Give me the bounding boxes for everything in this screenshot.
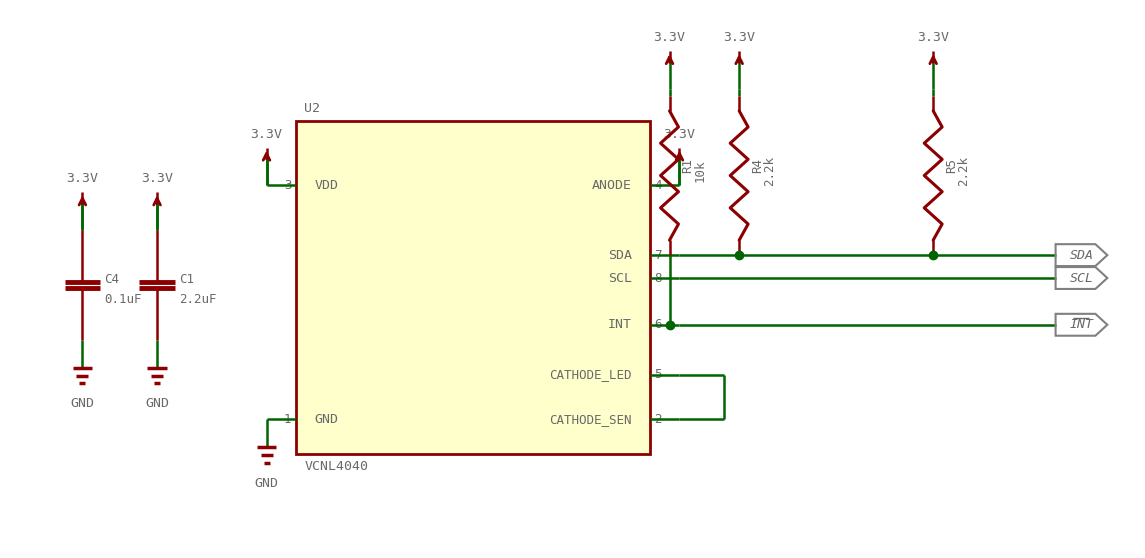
Text: GND: GND xyxy=(314,413,338,426)
Text: INT: INT xyxy=(608,318,632,331)
Text: R4: R4 xyxy=(751,158,764,173)
Text: 0.1uF: 0.1uF xyxy=(104,294,142,306)
Text: 3: 3 xyxy=(284,179,292,192)
Text: SCL: SCL xyxy=(608,272,632,285)
Text: SDA: SDA xyxy=(608,249,632,262)
Text: GND: GND xyxy=(145,397,169,410)
Text: C1: C1 xyxy=(179,273,194,286)
Text: 3.3V: 3.3V xyxy=(724,31,756,44)
Text: 6: 6 xyxy=(655,318,662,331)
Text: CATHODE_SEN: CATHODE_SEN xyxy=(550,413,632,426)
Text: 1: 1 xyxy=(284,413,292,426)
Text: VCNL4040: VCNL4040 xyxy=(305,460,369,473)
Text: C4: C4 xyxy=(104,273,119,286)
Text: 2.2uF: 2.2uF xyxy=(179,294,216,306)
Text: R5: R5 xyxy=(945,158,958,173)
Text: 2.2k: 2.2k xyxy=(763,156,776,186)
Text: GND: GND xyxy=(254,477,278,490)
Text: 3.3V: 3.3V xyxy=(141,172,173,185)
Text: SDA: SDA xyxy=(1069,249,1093,262)
FancyBboxPatch shape xyxy=(297,121,649,454)
Text: GND: GND xyxy=(71,397,94,410)
Text: 8: 8 xyxy=(655,272,662,285)
Text: 10k: 10k xyxy=(694,159,706,182)
Text: 4: 4 xyxy=(655,179,662,192)
Text: 5: 5 xyxy=(655,368,662,381)
Text: 3.3V: 3.3V xyxy=(917,31,949,44)
Text: 2: 2 xyxy=(655,413,662,426)
Text: 2.2k: 2.2k xyxy=(957,156,970,186)
Text: CATHODE_LED: CATHODE_LED xyxy=(550,368,632,381)
Text: R1: R1 xyxy=(681,158,695,173)
Text: 3.3V: 3.3V xyxy=(251,128,283,141)
Text: VDD: VDD xyxy=(314,179,338,192)
Text: 3.3V: 3.3V xyxy=(66,172,98,185)
Text: SCL: SCL xyxy=(1069,272,1093,285)
Text: INT: INT xyxy=(1069,318,1093,331)
Text: ANODE: ANODE xyxy=(592,179,632,192)
Text: 3.3V: 3.3V xyxy=(654,31,686,44)
Text: 3.3V: 3.3V xyxy=(663,128,695,141)
Text: 7: 7 xyxy=(655,249,662,262)
Text: U2: U2 xyxy=(305,102,321,115)
